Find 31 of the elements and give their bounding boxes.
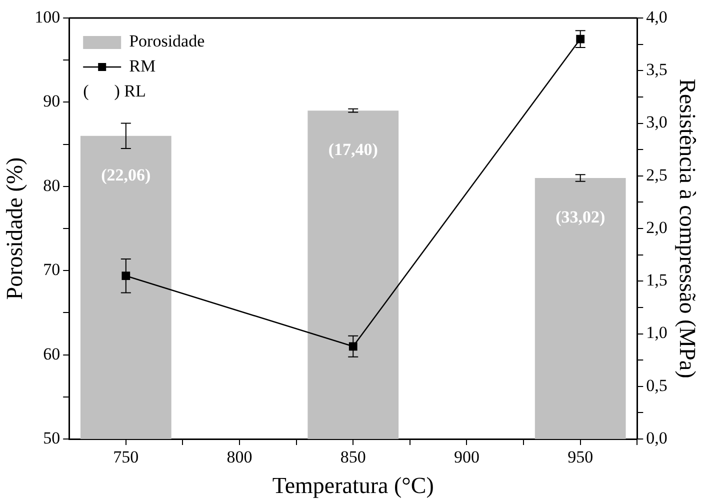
- x-tick-label: 800: [226, 448, 252, 467]
- y-tick-label: 100: [34, 7, 60, 26]
- y2-tick-label: 1,0: [646, 323, 668, 342]
- legend-label: Porosidade: [129, 31, 205, 50]
- y2-tick-label: 3,5: [646, 60, 668, 80]
- y2-tick-label: 1,5: [646, 270, 668, 290]
- y2-tick-label: 4,0: [646, 7, 668, 26]
- y2-tick-label: 3,0: [646, 112, 668, 132]
- y2-tick-label: 2,5: [646, 165, 668, 184]
- y-tick-label: 60: [43, 344, 60, 364]
- y-axis-title: Porosidade (%): [2, 157, 27, 300]
- y2-tick-label: 0,5: [646, 376, 668, 395]
- y-tick-label: 90: [43, 92, 60, 111]
- x-tick-label: 850: [340, 448, 366, 467]
- y-tick-label: 50: [43, 428, 60, 448]
- point: [348, 342, 358, 351]
- x-tick-label: 750: [113, 448, 139, 467]
- annotation: (22,06): [101, 165, 151, 184]
- y2-tick-label: 2,0: [646, 218, 668, 237]
- point: [122, 272, 130, 280]
- y2-axis-title: Resistência à compressão (MPa): [675, 78, 700, 378]
- y-tick-label: 80: [43, 176, 60, 195]
- annotation: ( ) RL: [83, 81, 146, 100]
- x-tick-label: 950: [568, 448, 594, 467]
- legend-label: RM: [129, 56, 156, 76]
- x-tick-label: 900: [454, 448, 480, 467]
- y-tick-label: 70: [43, 260, 60, 280]
- x-axis-title: Temperatura (°C): [272, 473, 434, 498]
- annotation: (17,40): [328, 140, 378, 160]
- annotation: (33,02): [556, 207, 606, 226]
- y2-tick-label: 0,0: [646, 428, 668, 448]
